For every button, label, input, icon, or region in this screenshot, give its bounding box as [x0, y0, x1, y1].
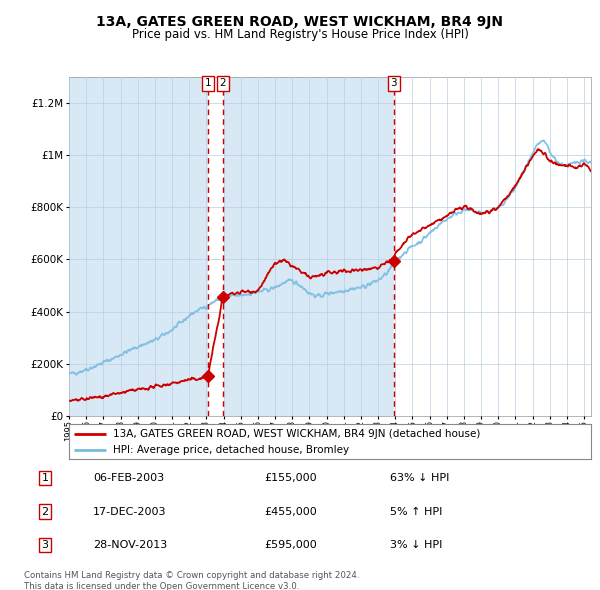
Text: 3: 3 — [391, 78, 397, 88]
Text: 1: 1 — [41, 473, 49, 483]
Bar — [208, 77, 223, 416]
Text: £155,000: £155,000 — [264, 473, 317, 483]
Text: £595,000: £595,000 — [264, 540, 317, 550]
Text: 13A, GATES GREEN ROAD, WEST WICKHAM, BR4 9JN (detached house): 13A, GATES GREEN ROAD, WEST WICKHAM, BR4… — [113, 428, 481, 438]
Bar — [223, 77, 394, 416]
Text: 3% ↓ HPI: 3% ↓ HPI — [390, 540, 442, 550]
Bar — [69, 77, 208, 416]
Text: HPI: Average price, detached house, Bromley: HPI: Average price, detached house, Brom… — [113, 445, 349, 455]
Text: 1: 1 — [205, 78, 211, 88]
Bar — [394, 77, 600, 416]
Text: 3: 3 — [41, 540, 49, 550]
Text: Price paid vs. HM Land Registry's House Price Index (HPI): Price paid vs. HM Land Registry's House … — [131, 28, 469, 41]
Text: 5% ↑ HPI: 5% ↑ HPI — [390, 507, 442, 516]
Text: Contains HM Land Registry data © Crown copyright and database right 2024.: Contains HM Land Registry data © Crown c… — [24, 571, 359, 580]
Text: 2: 2 — [41, 507, 49, 516]
Text: 06-FEB-2003: 06-FEB-2003 — [93, 473, 164, 483]
Text: £455,000: £455,000 — [264, 507, 317, 516]
Text: 17-DEC-2003: 17-DEC-2003 — [93, 507, 167, 516]
Text: This data is licensed under the Open Government Licence v3.0.: This data is licensed under the Open Gov… — [24, 582, 299, 590]
Text: 2: 2 — [220, 78, 226, 88]
Text: 13A, GATES GREEN ROAD, WEST WICKHAM, BR4 9JN: 13A, GATES GREEN ROAD, WEST WICKHAM, BR4… — [97, 15, 503, 29]
Text: 63% ↓ HPI: 63% ↓ HPI — [390, 473, 449, 483]
Text: 28-NOV-2013: 28-NOV-2013 — [93, 540, 167, 550]
